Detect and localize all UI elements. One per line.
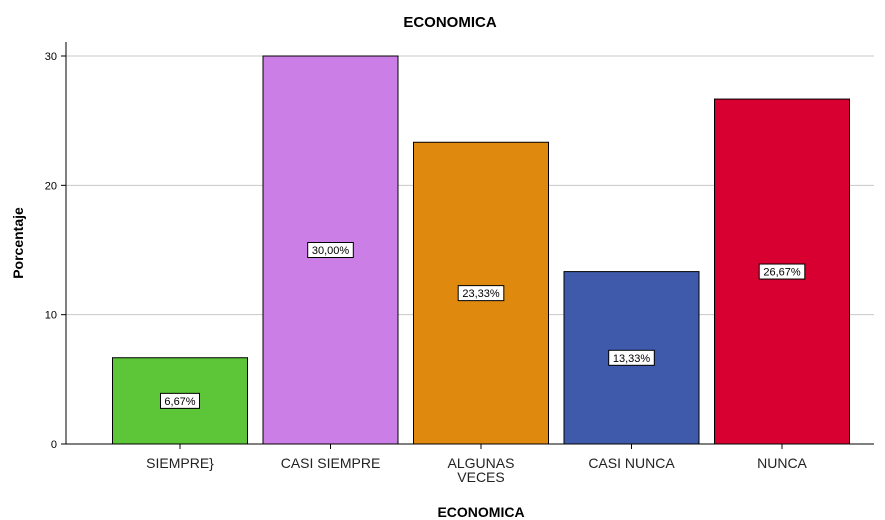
data-label-text: 30,00% xyxy=(312,245,350,257)
x-axis-category-labels: SIEMPRE} CASI SIEMPRE ALGUNAS VECES CASI NUN… xyxy=(146,444,808,485)
data-labels: 6,67% 30,00% 23,33% 13,33% 26,67% xyxy=(160,242,806,409)
y-tick-label: 30 xyxy=(45,51,57,63)
data-label: 13,33% xyxy=(608,349,655,366)
data-label: 26,67% xyxy=(758,263,806,280)
x-category-label: ALGUNAS VECES xyxy=(448,455,515,485)
x-category-label-line: CASI SIEMPRE xyxy=(281,455,381,471)
y-tick-label: 10 xyxy=(45,310,57,322)
x-category-label-line: ALGUNAS xyxy=(448,455,515,471)
x-category-label-line: NUNCA xyxy=(757,455,807,471)
x-category-label: SIEMPRE} xyxy=(146,455,214,471)
data-label-box xyxy=(457,285,505,302)
x-category-label-line: CASI NUNCA xyxy=(588,455,675,471)
y-axis-title: Porcentaje xyxy=(10,207,26,279)
data-label-box xyxy=(608,349,655,366)
data-label-text: 6,67% xyxy=(164,396,195,408)
data-label-box xyxy=(307,242,354,258)
y-tick-label: 20 xyxy=(45,180,57,192)
data-label: 23,33% xyxy=(457,285,505,302)
y-tick-label: 0 xyxy=(51,439,57,451)
x-category-label-line: SIEMPRE} xyxy=(146,455,214,471)
data-label-text: 23,33% xyxy=(462,288,500,300)
data-label: 6,67% xyxy=(160,392,200,409)
data-label-box xyxy=(160,392,200,409)
bars xyxy=(112,55,850,445)
x-axis-title: ECONOMICA xyxy=(437,504,524,520)
y-axis-ticks: 0 10 20 30 xyxy=(45,51,66,451)
x-category-label: CASI NUNCA xyxy=(588,455,675,471)
data-label: 30,00% xyxy=(307,242,354,258)
x-category-label: NUNCA xyxy=(757,455,807,471)
data-label-box xyxy=(758,263,806,280)
chart-title: ECONOMICA xyxy=(403,14,497,31)
x-category-label-line: VECES xyxy=(457,469,504,485)
x-category-label: CASI SIEMPRE xyxy=(281,455,381,471)
data-label-text: 26,67% xyxy=(763,267,801,279)
data-label-text: 13,33% xyxy=(613,353,651,365)
